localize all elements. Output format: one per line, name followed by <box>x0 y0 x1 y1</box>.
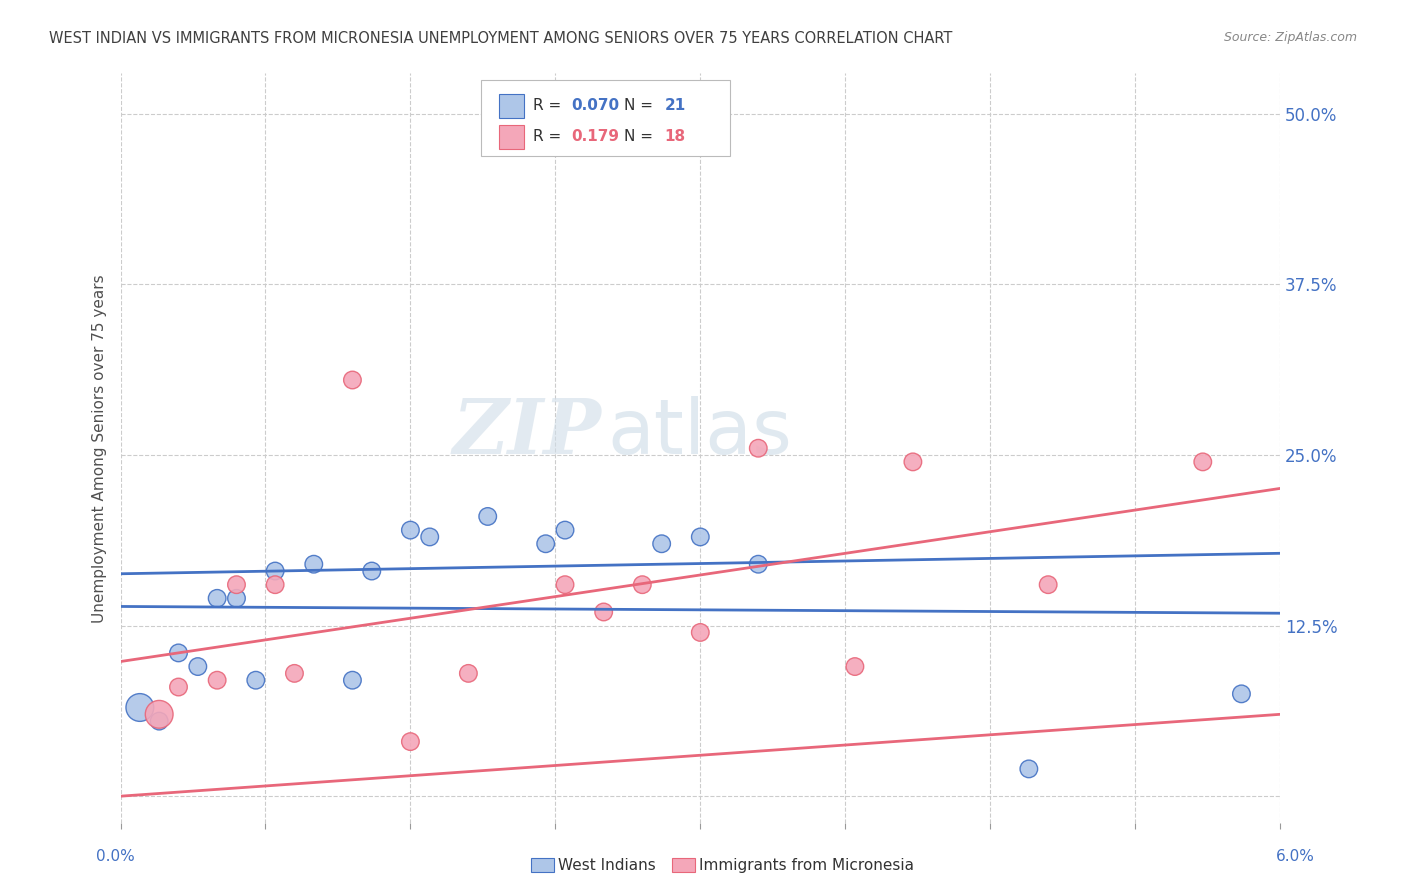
Point <box>360 564 382 578</box>
Point <box>844 659 866 673</box>
Point <box>342 673 364 688</box>
Text: 0.070: 0.070 <box>572 98 620 113</box>
Text: 6.0%: 6.0% <box>1275 849 1315 864</box>
Text: ZIP: ZIP <box>453 396 602 470</box>
FancyBboxPatch shape <box>499 94 524 118</box>
Point <box>225 591 247 606</box>
Point <box>477 509 499 524</box>
Point <box>167 680 190 694</box>
Point <box>1230 687 1253 701</box>
Text: Source: ZipAtlas.com: Source: ZipAtlas.com <box>1223 31 1357 45</box>
Point <box>128 700 150 714</box>
Point <box>342 373 364 387</box>
Point <box>399 523 422 537</box>
Point <box>205 591 228 606</box>
FancyBboxPatch shape <box>499 125 524 149</box>
Text: N =: N = <box>624 98 658 113</box>
Point <box>747 442 769 455</box>
Point <box>399 734 422 748</box>
Point <box>225 577 247 591</box>
Point <box>419 530 441 544</box>
Point <box>651 537 673 551</box>
Point <box>264 577 287 591</box>
Point <box>1018 762 1040 776</box>
FancyBboxPatch shape <box>481 80 731 155</box>
Text: 0.0%: 0.0% <box>96 849 135 864</box>
Point <box>264 564 287 578</box>
Point <box>747 558 769 572</box>
Point <box>283 666 305 681</box>
Text: West Indians: West Indians <box>558 858 657 872</box>
Point <box>302 558 325 572</box>
Point <box>245 673 267 688</box>
Y-axis label: Unemployment Among Seniors over 75 years: Unemployment Among Seniors over 75 years <box>93 274 107 623</box>
Text: WEST INDIAN VS IMMIGRANTS FROM MICRONESIA UNEMPLOYMENT AMONG SENIORS OVER 75 YEA: WEST INDIAN VS IMMIGRANTS FROM MICRONESI… <box>49 31 953 46</box>
Point <box>631 577 654 591</box>
Point <box>689 530 711 544</box>
Point <box>554 523 576 537</box>
Point <box>205 673 228 688</box>
Point <box>901 455 924 469</box>
Point <box>167 646 190 660</box>
Point <box>534 537 557 551</box>
Text: 18: 18 <box>665 129 686 145</box>
Text: R =: R = <box>533 129 567 145</box>
Text: atlas: atlas <box>607 396 793 470</box>
Point <box>457 666 479 681</box>
Point <box>554 577 576 591</box>
Point <box>1191 455 1213 469</box>
Text: 21: 21 <box>665 98 686 113</box>
Point <box>592 605 614 619</box>
Text: R =: R = <box>533 98 567 113</box>
Point <box>148 707 170 722</box>
Text: 0.179: 0.179 <box>572 129 620 145</box>
Point <box>148 714 170 728</box>
Point <box>689 625 711 640</box>
Point <box>1038 577 1060 591</box>
Text: Immigrants from Micronesia: Immigrants from Micronesia <box>699 858 914 872</box>
Text: N =: N = <box>624 129 658 145</box>
Point <box>187 659 209 673</box>
